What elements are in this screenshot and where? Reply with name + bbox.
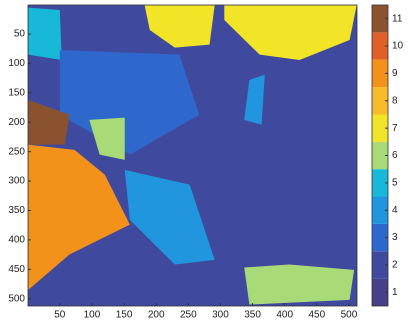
x-tick-label: 300 [212,310,229,320]
colorbar-tick-label: 10 [392,41,404,52]
y-tick-label: 100 [8,58,25,69]
colorbar-tick-label: 7 [392,123,398,134]
x-tick-label: 450 [308,310,325,320]
colorbar-tick-label: 4 [392,205,398,216]
colorbar-tick-label: 2 [392,260,398,271]
chart: 50 100 150 200 250 300 350 400 450 500 50 100 150 200… [0,0,408,320]
x-tick-label: 350 [244,310,261,320]
y-tick-label: 300 [8,176,25,187]
y-tick-label: 50 [14,29,26,40]
x-tick-label: 150 [116,310,133,320]
colorbar-tick-label: 3 [392,232,398,243]
class-region [28,8,61,60]
y-tick-label: 200 [8,117,25,128]
x-tick-label: 400 [276,310,293,320]
y-tick-label: 500 [8,293,25,304]
y-tick-label: 350 [8,205,25,216]
x-tick-label: 200 [148,310,165,320]
x-tick-label: 500 [341,310,358,320]
colorbar-tick-label: 5 [392,178,398,189]
colorbar-tick-label: 9 [392,68,398,79]
y-tick-label: 150 [8,88,25,99]
colorbar-tick-label: 6 [392,150,398,161]
colorbar-tick-label: 1 [392,287,398,298]
class-region [244,265,354,305]
x-tick-label: 250 [180,310,197,320]
y-tick-label: 400 [8,235,25,246]
x-tick-label: 100 [84,310,101,320]
x-tick-label: 50 [54,310,66,320]
y-tick-label: 250 [8,146,25,157]
y-tick-label: 450 [8,264,25,275]
colorbar-tick-label: 11 [392,13,403,24]
colorbar-tick-label: 8 [392,95,398,106]
